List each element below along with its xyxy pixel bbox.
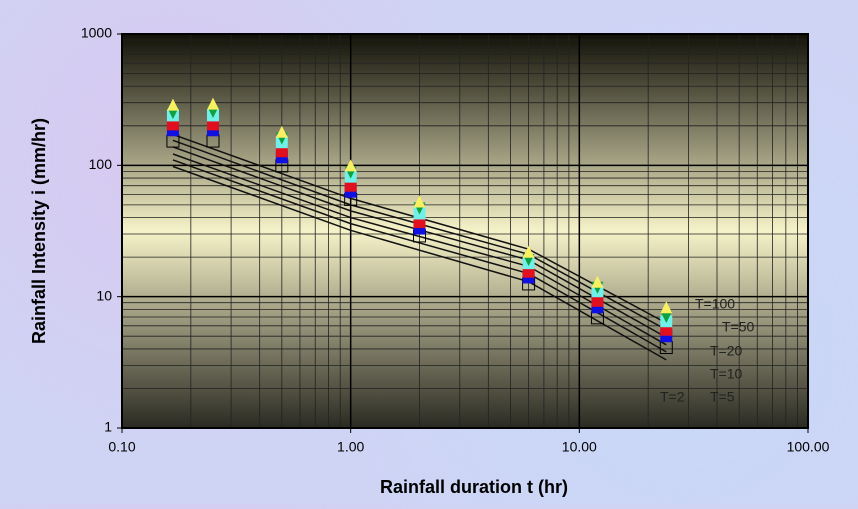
marker <box>275 125 288 138</box>
y-axis-title: Rainfall Intensity i (mm/hr) <box>29 118 49 344</box>
marker <box>522 245 535 258</box>
y-tick-label: 1 <box>104 419 112 435</box>
x-tick-label: 0.10 <box>108 439 135 455</box>
marker <box>660 301 673 314</box>
plot-border <box>121 33 809 429</box>
curve-label: T=2 <box>660 389 685 405</box>
x-tick-label: 1.00 <box>337 439 364 455</box>
marker <box>275 145 288 158</box>
curve-label: T=5 <box>710 389 735 405</box>
x-tick-label: 10.00 <box>562 439 597 455</box>
marker <box>413 195 426 208</box>
y-tick-label: 100 <box>89 156 113 172</box>
marker <box>344 159 357 172</box>
marker <box>660 311 673 324</box>
x-axis-title: Rainfall duration t (hr) <box>380 477 568 497</box>
curve <box>172 165 667 361</box>
curve-label: T=20 <box>710 343 743 359</box>
curve-label: T=50 <box>722 319 755 335</box>
marker <box>591 294 604 307</box>
marker <box>591 275 604 288</box>
curve-label: T=100 <box>695 296 735 312</box>
marker <box>166 98 179 111</box>
x-tick-label: 100.00 <box>787 439 830 455</box>
marker <box>206 97 219 110</box>
curve-label: T=10 <box>710 366 743 382</box>
marker <box>206 118 219 131</box>
y-tick-label: 10 <box>96 287 112 303</box>
marker <box>344 179 357 192</box>
marker <box>166 118 179 131</box>
y-tick-label: 1000 <box>81 25 112 41</box>
